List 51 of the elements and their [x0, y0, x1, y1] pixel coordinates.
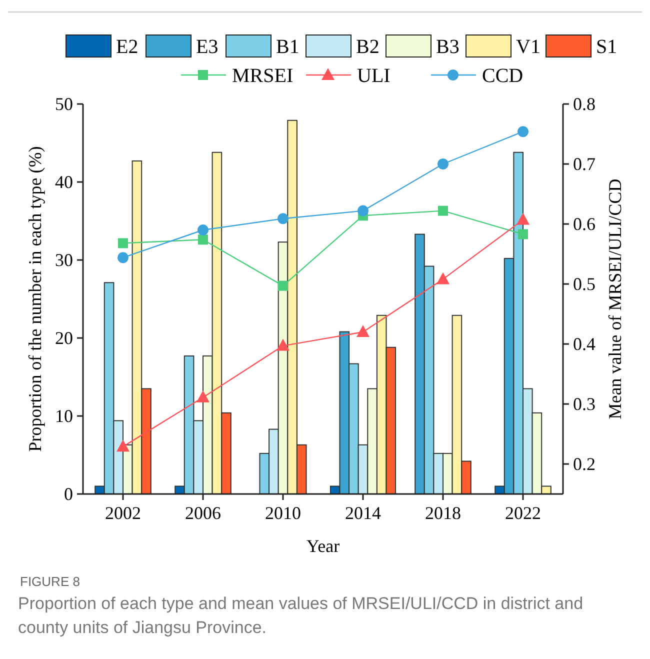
point	[116, 440, 130, 452]
x-tick-label: 2018	[425, 503, 461, 523]
y2-tick-label: 0.6	[573, 214, 596, 234]
y2-tick-label: 0.5	[573, 274, 596, 294]
legend-label: E2	[116, 36, 138, 58]
point	[118, 252, 128, 264]
legend-label: B1	[276, 36, 300, 58]
point	[198, 234, 208, 245]
point	[356, 325, 370, 337]
y-tick-label: 20	[55, 328, 73, 348]
y2-tick-label: 0.3	[573, 394, 596, 414]
point	[436, 272, 450, 284]
y2-tick-label: 0.4	[573, 334, 596, 354]
x-axis-title: Year	[306, 536, 340, 556]
x-tick-label: 2010	[265, 503, 301, 523]
point	[278, 280, 288, 291]
legend-label: S1	[596, 36, 618, 58]
point	[196, 390, 210, 402]
point	[516, 212, 530, 225]
point	[518, 126, 528, 138]
y2-tick-label: 0.2	[573, 454, 596, 474]
legend-label: V1	[516, 36, 540, 58]
y-tick-label: 0	[64, 484, 73, 504]
x-tick-label: 2006	[185, 503, 221, 523]
point	[438, 206, 448, 216]
y-tick-label: 30	[55, 250, 73, 270]
point	[118, 238, 128, 248]
y2-tick-label: 0.8	[573, 94, 596, 114]
y-tick-label: 40	[55, 172, 73, 192]
y-tick-label: 50	[55, 94, 73, 114]
y2-axis-title: Mean value of MRSEI/ULI/CCD	[605, 178, 625, 420]
legend-label: E3	[196, 36, 218, 58]
point	[358, 205, 368, 216]
point	[198, 224, 208, 236]
legend-label: MRSEI	[232, 65, 294, 87]
legend-label: CCD	[482, 65, 524, 87]
point	[276, 338, 290, 351]
text: Proportion of each type and mean values of MRSEI/ULI/CCD in district and county units of Jiangsu Province.	[18, 593, 584, 639]
point	[278, 213, 288, 224]
x-tick-label: 2002	[105, 503, 141, 523]
x-tick-label: 2022	[505, 503, 541, 523]
legend-label: B3	[436, 36, 460, 58]
point	[518, 229, 528, 240]
caption: FIGURE 8	[20, 574, 80, 589]
point	[438, 158, 448, 170]
x-tick-label: 2014	[345, 503, 381, 523]
y-axis-title: Proportion of the number in each type (%)	[25, 146, 45, 452]
legend-label: B2	[356, 36, 380, 58]
y-tick-label: 10	[55, 406, 73, 426]
legend-label: ULI	[357, 65, 390, 87]
y2-tick-label: 0.7	[573, 154, 596, 174]
